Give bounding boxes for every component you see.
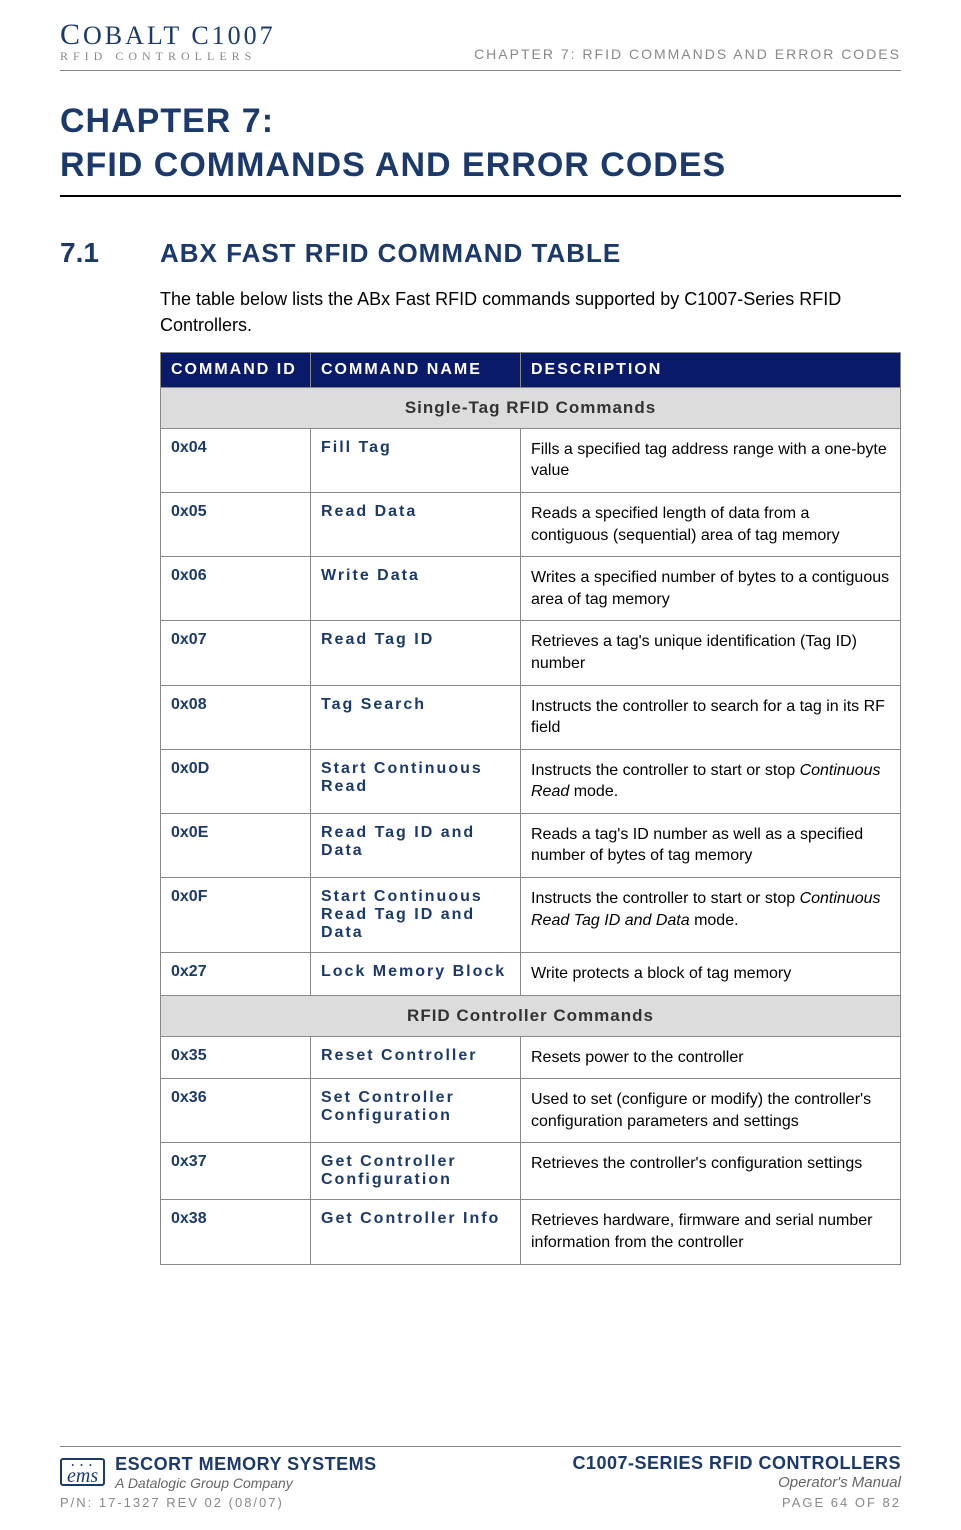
table-row: 0x0E Read Tag ID and Data Reads a tag's … (161, 813, 901, 877)
table-row: 0x07 Read Tag ID Retrieves a tag's uniqu… (161, 621, 901, 685)
table-header-row: COMMAND ID COMMAND NAME DESCRIPTION (161, 352, 901, 387)
cmd-desc: Retrieves the controller's configuration… (521, 1143, 901, 1200)
cmd-name: Read Data (311, 492, 521, 556)
th-command-id: COMMAND ID (161, 352, 311, 387)
table-row: 0x38 Get Controller Info Retrieves hardw… (161, 1200, 901, 1264)
cmd-desc: Reads a tag's ID number as well as a spe… (521, 813, 901, 877)
section-title: ABX FAST RFID COMMAND TABLE (160, 238, 621, 269)
cmd-name: Tag Search (311, 685, 521, 749)
cmd-name: Get Controller Configuration (311, 1143, 521, 1200)
cmd-name: Start Continuous Read Tag ID and Data (311, 878, 521, 953)
cmd-id: 0x05 (161, 492, 311, 556)
cmd-name: Write Data (311, 557, 521, 621)
table-row: 0x35 Reset Controller Resets power to th… (161, 1036, 901, 1079)
section-intro: The table below lists the ABx Fast RFID … (160, 287, 901, 337)
cmd-id: 0x35 (161, 1036, 311, 1079)
cmd-id: 0x37 (161, 1143, 311, 1200)
ems-title: ESCORT MEMORY SYSTEMS (115, 1454, 377, 1475)
ems-logo-icon: • • • ems (60, 1458, 105, 1486)
cmd-id: 0x04 (161, 428, 311, 492)
ems-block: • • • ems ESCORT MEMORY SYSTEMS A Datalo… (60, 1454, 377, 1491)
running-header: CHAPTER 7: RFID COMMANDS AND ERROR CODES (474, 46, 901, 62)
cmd-name: Set Controller Configuration (311, 1079, 521, 1143)
cmd-id: 0x36 (161, 1079, 311, 1143)
cmd-name: Get Controller Info (311, 1200, 521, 1264)
cmd-name: Fill Tag (311, 428, 521, 492)
ems-subtitle: A Datalogic Group Company (115, 1475, 377, 1491)
group-controller: RFID Controller Commands (161, 995, 901, 1036)
table-row: 0x06 Write Data Writes a specified numbe… (161, 557, 901, 621)
cmd-desc: Instructs the controller to start or sto… (521, 749, 901, 813)
group-controller-label: RFID Controller Commands (161, 995, 901, 1036)
cmd-name: Reset Controller (311, 1036, 521, 1079)
table-row: 0x0D Start Continuous Read Instructs the… (161, 749, 901, 813)
logo-obalt: OBALT (83, 21, 182, 50)
cmd-desc: Writes a specified number of bytes to a … (521, 557, 901, 621)
table-row: 0x04 Fill Tag Fills a specified tag addr… (161, 428, 901, 492)
section-number: 7.1 (60, 237, 130, 269)
cmd-desc: Instructs the controller to search for a… (521, 685, 901, 749)
cmd-id: 0x07 (161, 621, 311, 685)
table-row: 0x0F Start Continuous Read Tag ID and Da… (161, 878, 901, 953)
cmd-name: Lock Memory Block (311, 953, 521, 996)
footer-partnumber: P/N: 17-1327 REV 02 (08/07) (60, 1495, 284, 1510)
cmd-desc: Reads a specified length of data from a … (521, 492, 901, 556)
command-table: COMMAND ID COMMAND NAME DESCRIPTION Sing… (160, 352, 901, 1265)
table-row: 0x27 Lock Memory Block Write protects a … (161, 953, 901, 996)
chapter-title-line2: RFID COMMANDS AND ERROR CODES (60, 146, 726, 184)
logo-model: C1007 (182, 21, 276, 50)
cmd-desc: Used to set (configure or modify) the co… (521, 1079, 901, 1143)
cmd-name: Read Tag ID (311, 621, 521, 685)
table-row: 0x08 Tag Search Instructs the controller… (161, 685, 901, 749)
cmd-desc: Retrieves a tag's unique identification … (521, 621, 901, 685)
logo-subtitle: RFID CONTROLLERS (60, 50, 276, 62)
cmd-id: 0x0F (161, 878, 311, 953)
header-divider (60, 70, 901, 71)
table-row: 0x36 Set Controller Configuration Used t… (161, 1079, 901, 1143)
cmd-id: 0x0D (161, 749, 311, 813)
cmd-desc: Fills a specified tag address range with… (521, 428, 901, 492)
brand-logo: COBALT C1007 RFID CONTROLLERS (60, 20, 276, 62)
cmd-name: Read Tag ID and Data (311, 813, 521, 877)
cmd-desc: Instructs the controller to start or sto… (521, 878, 901, 953)
cmd-id: 0x38 (161, 1200, 311, 1264)
footer-product: C1007-SERIES RFID CONTROLLERS (572, 1453, 901, 1474)
cmd-desc: Retrieves hardware, firmware and serial … (521, 1200, 901, 1264)
cmd-id: 0x0E (161, 813, 311, 877)
cmd-id: 0x06 (161, 557, 311, 621)
logo-c: C (60, 18, 83, 51)
footer-manual: Operator's Manual (572, 1474, 901, 1491)
footer-divider (60, 1446, 901, 1447)
th-command-name: COMMAND NAME (311, 352, 521, 387)
cmd-id: 0x27 (161, 953, 311, 996)
cmd-id: 0x08 (161, 685, 311, 749)
th-description: DESCRIPTION (521, 352, 901, 387)
footer-page: PAGE 64 OF 82 (782, 1495, 901, 1510)
group-single-tag: Single-Tag RFID Commands (161, 387, 901, 428)
group-single-tag-label: Single-Tag RFID Commands (161, 387, 901, 428)
table-row: 0x37 Get Controller Configuration Retrie… (161, 1143, 901, 1200)
chapter-title-line1: CHAPTER 7: (60, 102, 274, 140)
cmd-desc: Write protects a block of tag memory (521, 953, 901, 996)
table-row: 0x05 Read Data Reads a specified length … (161, 492, 901, 556)
cmd-name: Start Continuous Read (311, 749, 521, 813)
chapter-title: CHAPTER 7: RFID COMMANDS AND ERROR CODES (60, 99, 901, 197)
cmd-desc: Resets power to the controller (521, 1036, 901, 1079)
